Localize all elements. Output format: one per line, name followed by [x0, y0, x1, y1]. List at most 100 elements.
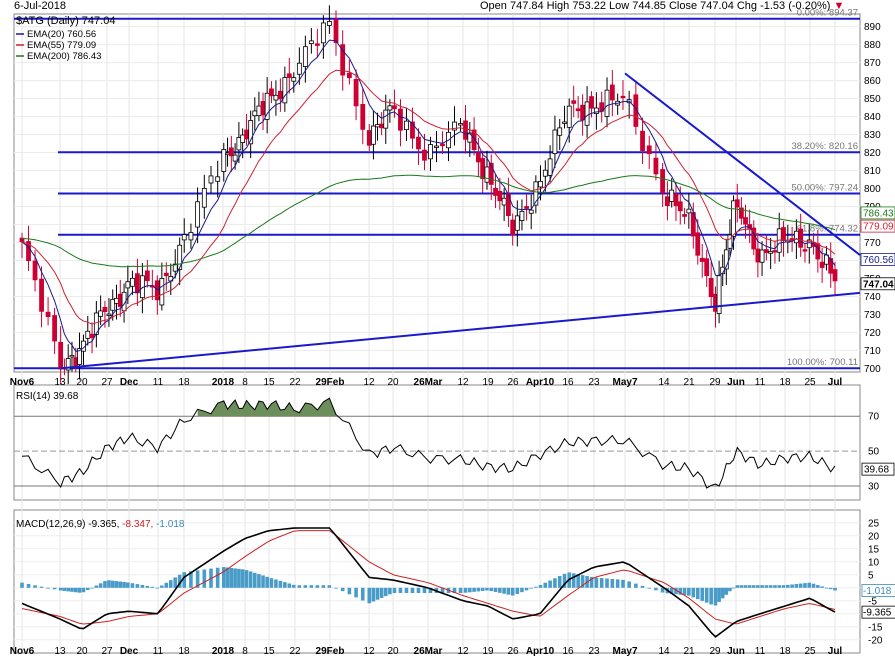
candle-body [221, 149, 227, 172]
macd-hist-bar [548, 580, 552, 588]
candle-body [248, 120, 254, 145]
x-tick-label-bottom: 11 [755, 646, 766, 657]
candle-body [699, 257, 705, 262]
macd-hist-bar [781, 585, 786, 588]
macd-hist-bar [70, 587, 74, 592]
macd-hist-bar [221, 567, 226, 588]
x-tick-label-bottom: Jul [828, 646, 843, 657]
x-tick-label-bottom: 26Mar [414, 646, 443, 657]
candle-body [188, 232, 194, 241]
candle-body [665, 196, 670, 207]
macd-hist-bar [735, 585, 740, 588]
macd-hist-bar [182, 572, 187, 588]
macd-hist-bar [58, 587, 63, 591]
rsi-legend: RSI(14) 39.68 [16, 391, 79, 402]
candle-body [480, 158, 486, 180]
candle-body [452, 121, 457, 131]
candle-body [440, 143, 445, 147]
candle-body [302, 46, 308, 67]
macd-hist-bar [347, 587, 352, 595]
macd-hist-bar [110, 580, 115, 588]
macd-hist-bar [62, 587, 67, 591]
candle-body [763, 249, 769, 253]
candle-body [772, 250, 778, 253]
macd-hist-bar [126, 582, 130, 588]
macd-hist-bar [468, 587, 472, 593]
macd-hist-bar [764, 585, 769, 588]
macd-hist-bar [543, 582, 548, 588]
candle-body [768, 251, 774, 254]
x-tick-label: 26 [507, 377, 519, 388]
candle-body [738, 207, 744, 219]
macd-y-tick: -20 [868, 635, 883, 646]
macd-legend: MACD(12,26,9) -9.365, -8.347, -1.018 [16, 519, 185, 530]
candle-body [633, 94, 639, 127]
macd-hist-bar [225, 567, 230, 588]
macd-hist-bar [375, 587, 380, 600]
candle-body [458, 123, 463, 126]
candle-body [252, 110, 258, 117]
macd-hist-bar [452, 587, 457, 593]
rsi-y-tick: 30 [868, 482, 880, 493]
macd-hist-bar [773, 585, 777, 588]
macd-hist-bar [81, 587, 86, 593]
macd-hist-bar [506, 587, 511, 595]
candle-body [428, 144, 433, 160]
x-tick-label-bottom: 27 [101, 646, 113, 657]
x-tick-label: 8 [242, 377, 248, 388]
candle-body [653, 157, 659, 175]
macd-hist-bar [747, 585, 752, 588]
candle-body [360, 104, 366, 130]
candle-body [575, 108, 581, 112]
candle-body [557, 127, 563, 136]
macd-hist-bar [52, 587, 57, 590]
candle-body [163, 272, 169, 277]
macd-hist-bar [510, 587, 515, 596]
x-tick-label: May7 [612, 377, 637, 388]
candle-body [39, 278, 44, 312]
x-tick-label: 20 [387, 377, 399, 388]
candle-body [58, 341, 64, 370]
candle-body [669, 189, 675, 202]
price-y-tick: 770 [864, 238, 881, 249]
candle-body [798, 228, 804, 248]
x-tick-label-bottom: 8 [242, 646, 248, 657]
macd-hist-bar [283, 582, 287, 588]
macd-hist-bar [66, 587, 71, 592]
candle-body [562, 121, 567, 124]
macd-hist-bar [463, 587, 468, 593]
candle-body [497, 190, 503, 202]
macd-hist-bar [627, 581, 631, 588]
macd-hist-bar [98, 583, 103, 588]
macd-hist-bar [768, 585, 773, 588]
candle-body [463, 120, 468, 140]
macd-hist-bar [240, 569, 245, 588]
macd-hist-bar [340, 587, 345, 592]
macd-hist-bar [803, 583, 807, 588]
x-tick-label: 2018 [212, 377, 235, 388]
macd-hist-bar [195, 570, 200, 588]
macd-hist-bar [816, 585, 820, 588]
macd-hist-bar [654, 587, 658, 591]
candle-body [519, 210, 525, 221]
macd-hist-bar [720, 587, 725, 599]
macd-hist-bar [678, 587, 683, 595]
candle-body [228, 147, 234, 157]
x-tick-label: 21 [683, 377, 695, 388]
macd-y-tick: 10 [868, 557, 880, 568]
candle-body [404, 120, 409, 131]
macd-hist-bar [327, 585, 332, 588]
macd-hist-bar [189, 571, 193, 588]
candle-body [366, 130, 372, 146]
candle-body [484, 166, 490, 183]
candle-body [475, 152, 481, 163]
macd-hist-bar [261, 575, 265, 588]
candle-body [723, 249, 729, 270]
x-tick-label: 12 [363, 377, 375, 388]
macd-hist-bar [202, 569, 207, 588]
candle-body [85, 330, 91, 339]
macd-line [21, 527, 836, 638]
price-y-tick: 850 [864, 94, 881, 105]
price-y-tick: 860 [864, 76, 881, 87]
macd-legend-part: -8.347, [122, 519, 156, 530]
